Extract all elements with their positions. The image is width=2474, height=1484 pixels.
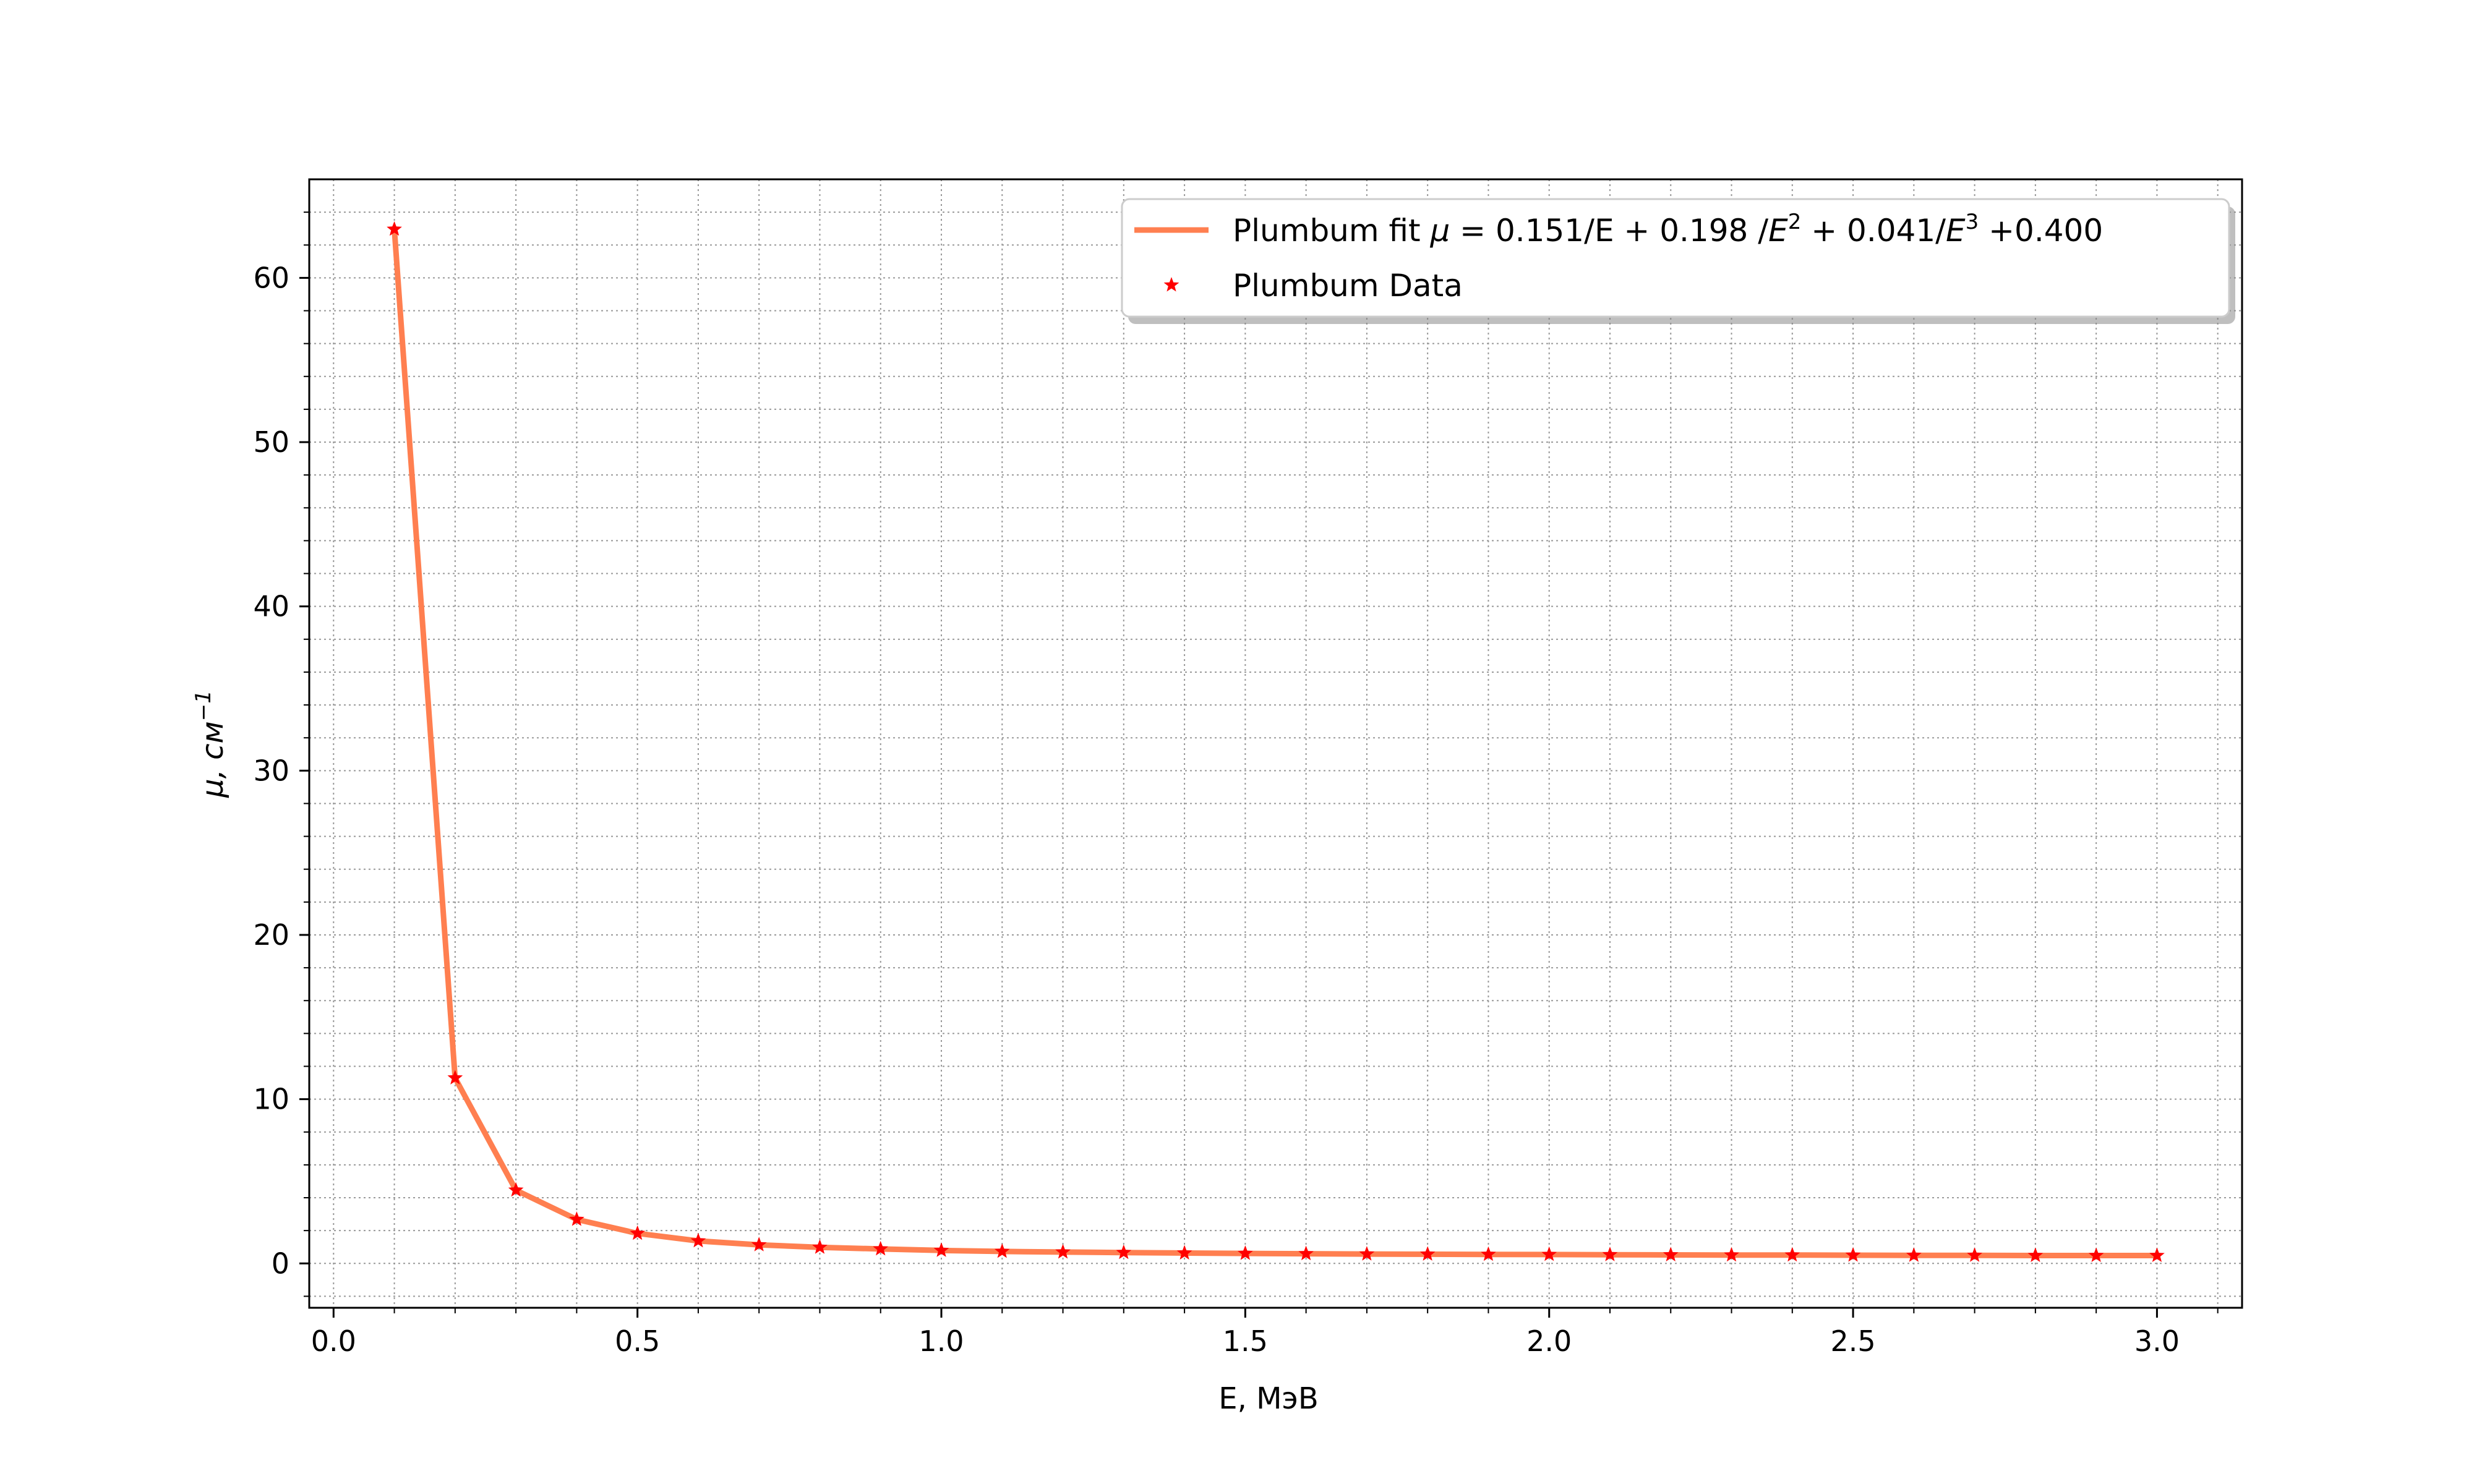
x-tick-labels: 0.0 0.5 1.0 1.5 2.0 2.5 3.0 xyxy=(311,1324,2180,1358)
y-tick-label: 0 xyxy=(272,1247,289,1280)
data-point xyxy=(447,1070,463,1085)
plot-area xyxy=(309,179,2242,1308)
x-tick-label: 0.0 xyxy=(311,1324,356,1358)
x-axis-label: E, МэВ xyxy=(1218,1381,1319,1416)
x-tick-label: 2.5 xyxy=(1830,1324,1875,1358)
data-point xyxy=(933,1242,949,1257)
legend-marker-star xyxy=(1163,277,1179,292)
data-point xyxy=(1419,1246,1436,1261)
ticks-layer xyxy=(299,211,2219,1318)
data-point xyxy=(1238,1245,1253,1260)
data-point xyxy=(1298,1245,1314,1261)
legend-label-data: Plumbum Data xyxy=(1233,268,1463,304)
data-point xyxy=(630,1225,645,1240)
data-point xyxy=(1845,1247,1861,1262)
data-point xyxy=(690,1232,706,1248)
legend-label-fit: Plumbum fit μ = 0.151/E + 0.198 /E2 + 0.… xyxy=(1233,210,2103,249)
legend: Plumbum fit μ = 0.151/E + 0.198 /E2 + 0.… xyxy=(1121,198,2235,324)
data-point xyxy=(1906,1247,1922,1262)
y-tick-label: 30 xyxy=(253,754,289,787)
x-tick-label: 1.5 xyxy=(1223,1324,1268,1358)
data-point xyxy=(2088,1247,2104,1262)
data-point xyxy=(508,1182,524,1197)
fit-line xyxy=(392,229,2157,1258)
x-tick-label: 2.0 xyxy=(1526,1324,1572,1358)
data-point xyxy=(2149,1247,2165,1262)
data-point xyxy=(1359,1246,1375,1261)
data-point xyxy=(873,1240,889,1256)
data-point xyxy=(1541,1246,1557,1261)
data-point xyxy=(1055,1243,1071,1259)
data-point xyxy=(2027,1247,2044,1262)
data-point xyxy=(1481,1246,1496,1261)
data-point xyxy=(1602,1247,1618,1261)
data-point xyxy=(994,1243,1010,1258)
data-point xyxy=(1176,1245,1192,1260)
x-tick-label: 3.0 xyxy=(2134,1324,2180,1358)
y-axis-label: μ, см−1 xyxy=(191,690,230,798)
data-point xyxy=(1784,1247,1800,1262)
legend-box xyxy=(1121,198,2230,318)
x-tick-label: 0.5 xyxy=(615,1324,660,1358)
y-tick-labels: 0 10 20 30 40 50 60 xyxy=(253,261,289,1280)
data-point xyxy=(751,1237,767,1252)
y-tick-label: 40 xyxy=(253,590,289,623)
data-point xyxy=(812,1239,828,1254)
plot-frame xyxy=(308,178,2243,1309)
data-point xyxy=(1724,1247,1739,1262)
series-layer xyxy=(387,221,2165,1262)
data-point xyxy=(1967,1247,1982,1262)
data-point xyxy=(387,221,402,236)
data-point xyxy=(569,1211,584,1226)
data-point xyxy=(1116,1244,1132,1260)
y-tick-label: 20 xyxy=(253,918,289,952)
data-point xyxy=(1663,1247,1679,1261)
x-tick-label: 1.0 xyxy=(918,1324,964,1358)
y-tick-label: 50 xyxy=(253,425,289,459)
y-tick-label: 60 xyxy=(253,261,289,294)
y-tick-label: 10 xyxy=(253,1083,289,1116)
